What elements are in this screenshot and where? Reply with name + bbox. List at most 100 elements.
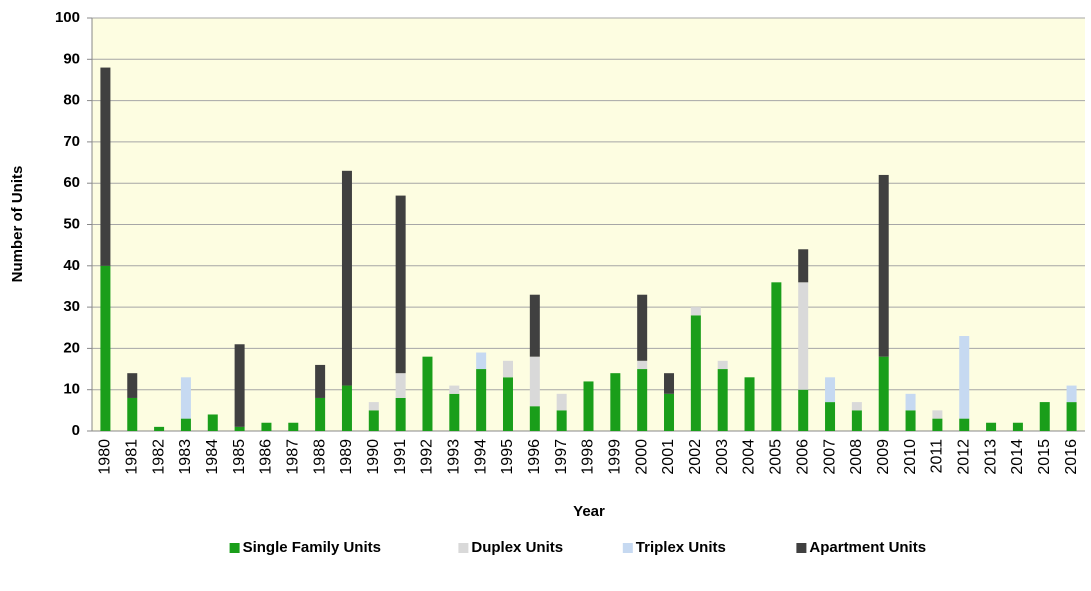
bar-segment	[368, 402, 379, 411]
x-tick-label: 1982	[150, 439, 167, 475]
bar-segment	[180, 418, 191, 431]
y-tick-label: 0	[72, 422, 80, 439]
bar-segment	[798, 389, 809, 431]
x-tick-label: 2015	[1036, 439, 1053, 475]
bar-segment	[368, 410, 379, 431]
bar-segment	[449, 385, 460, 394]
legend-swatch	[622, 543, 633, 553]
x-tick-label: 1988	[311, 439, 328, 475]
bar-segment	[744, 377, 755, 431]
x-tick-label: 1980	[97, 439, 114, 475]
legend-label: Triplex Units	[636, 539, 726, 556]
x-tick-label: 1991	[392, 439, 409, 475]
bar-segment	[127, 397, 138, 431]
bar-segment	[637, 369, 648, 431]
x-tick-label: 1984	[204, 439, 221, 475]
x-tick-label: 1999	[607, 439, 624, 475]
y-tick-label: 100	[55, 9, 80, 26]
x-tick-label: 1985	[231, 439, 248, 475]
y-tick-label: 40	[63, 257, 80, 274]
x-tick-label: 2000	[633, 439, 650, 475]
bar-segment	[341, 385, 352, 431]
y-tick-label: 70	[63, 133, 80, 150]
bar-segment	[154, 426, 165, 431]
bar-segment	[261, 422, 272, 431]
y-tick-label: 90	[63, 50, 80, 67]
bar-segment	[207, 414, 218, 431]
bar-segment	[825, 402, 836, 431]
bar-segment	[502, 377, 513, 431]
x-tick-label: 1989	[338, 439, 355, 475]
bar-segment	[234, 426, 245, 431]
x-tick-label: 2012	[955, 439, 972, 475]
bar-segment	[905, 410, 916, 431]
bar-segment	[932, 418, 943, 431]
y-axis-title: Number of Units	[9, 166, 26, 283]
bar-segment	[127, 373, 138, 398]
bar-segment	[476, 369, 487, 431]
bar-segment	[529, 294, 540, 357]
bar-segment	[180, 377, 191, 419]
bar-segment	[1039, 402, 1050, 431]
x-tick-label: 1996	[526, 439, 543, 475]
bar-segment	[234, 344, 245, 427]
bar-segment	[315, 364, 326, 398]
x-tick-label: 2006	[794, 439, 811, 475]
bar-segment	[1066, 385, 1077, 403]
bar-segment	[986, 422, 997, 431]
bar-segment	[637, 294, 648, 361]
bar-segment	[288, 422, 299, 431]
bar-segment	[851, 410, 862, 431]
x-tick-label: 2002	[687, 439, 704, 475]
bar-segment	[449, 393, 460, 431]
bar-segment	[100, 265, 111, 431]
x-tick-label: 1998	[580, 439, 597, 475]
x-tick-label: 2001	[660, 439, 677, 475]
bar-segment	[395, 397, 406, 431]
x-tick-label: 2005	[768, 439, 785, 475]
bar-segment	[1066, 402, 1077, 431]
y-tick-label: 10	[63, 381, 80, 398]
bar-segment	[556, 410, 567, 431]
bar-segment	[905, 393, 916, 411]
bar-segment	[476, 352, 487, 370]
bar-segment	[315, 397, 326, 431]
x-tick-label: 1993	[446, 439, 463, 475]
bar-segment	[341, 170, 352, 386]
bar-segment	[878, 356, 889, 431]
x-tick-label: 2003	[714, 439, 731, 475]
x-tick-label: 2011	[929, 439, 946, 474]
legend-label: Apartment Units	[809, 539, 926, 556]
y-tick-label: 30	[63, 298, 80, 315]
x-tick-label: 1995	[499, 439, 516, 475]
bar-segment	[825, 377, 836, 403]
x-tick-label: 2004	[741, 439, 758, 475]
bar-segment	[717, 369, 728, 431]
x-tick-label: 1997	[553, 439, 570, 475]
bar-segment	[690, 307, 701, 316]
bar-segment	[959, 418, 970, 431]
legend: Single Family Units Duplex Units Triplex U…	[229, 539, 926, 556]
bar-segment	[664, 373, 675, 394]
bar-segment	[637, 360, 648, 370]
y-tick-label: 60	[63, 174, 80, 191]
y-tick-label: 50	[63, 215, 80, 232]
bar-segment	[771, 282, 782, 431]
bar-segment	[851, 402, 862, 411]
bar-segment	[529, 406, 540, 431]
bar-segment	[959, 336, 970, 419]
bar-segment	[100, 67, 111, 266]
legend-swatch	[458, 543, 469, 553]
bar-segment	[690, 315, 701, 431]
bar-segment	[798, 249, 809, 283]
legend-swatch	[796, 543, 807, 553]
x-tick-label: 1986	[258, 439, 275, 475]
legend-swatch	[229, 543, 240, 553]
bar-segment	[932, 410, 943, 419]
x-tick-label: 2016	[1063, 439, 1080, 475]
x-tick-label: 1992	[419, 439, 436, 475]
bar-segment	[529, 356, 540, 407]
x-tick-label: 2009	[875, 439, 892, 475]
bar-segment	[1012, 422, 1023, 431]
